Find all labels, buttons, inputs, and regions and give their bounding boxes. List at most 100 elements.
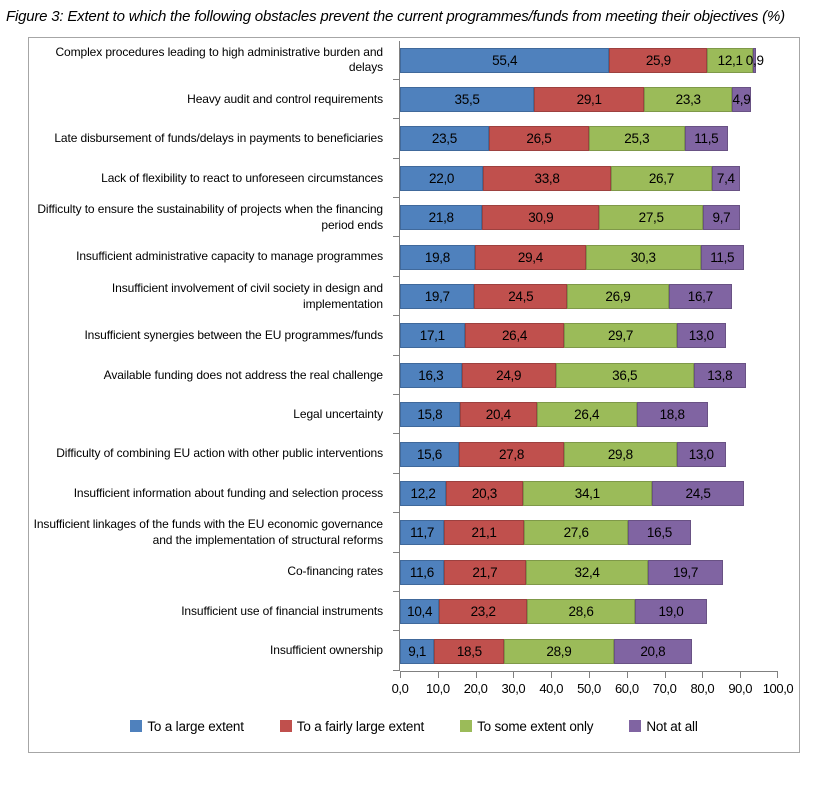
x-axis-line — [400, 670, 778, 679]
bar-segment: 25,3 — [588, 126, 685, 152]
bar-segment: 21,7 — [443, 559, 526, 585]
bar-value-label: 25,9 — [645, 52, 671, 68]
bar-segment: 26,4 — [536, 402, 637, 428]
bar-value-label: 27,5 — [638, 210, 664, 226]
x-axis-tick — [702, 671, 704, 678]
bar-segment: 13,8 — [693, 362, 746, 388]
bar-segment: 34,1 — [522, 480, 652, 506]
legend-item: To a large extent — [130, 719, 244, 734]
bar-segment: 12,1 — [707, 47, 754, 73]
bar-value-label: 21,8 — [428, 210, 454, 226]
bar-segment: 15,8 — [400, 402, 460, 428]
bar-value-label: 16,7 — [687, 289, 713, 305]
bar-segment: 22,0 — [400, 165, 484, 191]
category-label: Insufficient use of financial instrument… — [181, 603, 383, 618]
bar-segment: 29,1 — [534, 87, 645, 113]
bar-segment: 23,5 — [400, 126, 489, 152]
bar-row: Insufficient linkages of the funds with … — [29, 513, 799, 553]
bar-value-label: 20,3 — [471, 485, 497, 501]
bar-value-label: 11,5 — [710, 249, 735, 265]
bar-value-label: 27,6 — [563, 525, 589, 541]
bar-value-label: 15,8 — [417, 407, 443, 423]
x-tick-label: 90,0 — [728, 680, 753, 696]
legend-swatch-green — [460, 720, 473, 733]
bar-value-label: 28,6 — [568, 604, 594, 620]
bar-segment: 11,5 — [700, 244, 744, 270]
x-tick-label: 50,0 — [577, 680, 601, 696]
bar-segment: 11,6 — [400, 559, 444, 585]
x-axis-tick — [437, 671, 439, 678]
bar-value-label: 4,9 — [732, 92, 751, 108]
bar-value-label: 29,8 — [607, 446, 633, 462]
bar-value-label: 15,6 — [416, 446, 443, 462]
bar-track: 17,1 26,4 29,7 13,0 — [400, 323, 778, 349]
bar-segment: 24,5 — [651, 480, 745, 506]
bar-segment: 29,8 — [564, 441, 677, 467]
bar-segment: 29,7 — [564, 323, 677, 349]
bar-segment: 21,1 — [444, 520, 524, 546]
bar-row: Lack of flexibility to react to unforese… — [29, 159, 799, 199]
legend-label: To a fairly large extent — [296, 718, 425, 734]
bar-segment: 26,5 — [488, 126, 589, 152]
bar-value-label: 23,5 — [431, 131, 457, 147]
bar-segment: 28,9 — [504, 638, 614, 664]
bar-track: 21,8 30,9 27,5 9,7 — [400, 205, 778, 231]
bar-value-label: 27,8 — [498, 446, 525, 462]
bar-segment: 20,3 — [446, 480, 523, 506]
bar-segment: 19,7 — [400, 284, 475, 310]
x-axis-tick — [589, 671, 590, 678]
bar-value-label: 26,5 — [526, 131, 552, 147]
bar-segment: 4,9 — [732, 87, 751, 113]
x-tick-label: 20,0 — [463, 680, 488, 696]
bar-track: 10,4 23,2 28,6 19,0 — [400, 599, 778, 625]
category-label: Insufficient involvement of civil societ… — [111, 280, 383, 311]
x-axis-tick — [626, 671, 628, 678]
bar-segment: 19,7 — [648, 559, 723, 585]
x-tick-label: 70,0 — [652, 680, 677, 696]
bar-value-label: 32,4 — [574, 564, 600, 580]
bar-value-label: 13,8 — [707, 367, 733, 383]
bar-value-label: 55,4 — [492, 52, 518, 68]
x-axis-tick — [551, 671, 553, 678]
bar-track: 22,0 33,8 26,7 7,4 — [400, 165, 778, 191]
bar-segment: 23,2 — [439, 599, 527, 625]
bar-segment: 55,4 — [400, 47, 610, 73]
bar-value-label: 9,7 — [712, 210, 731, 226]
bar-segment: 16,7 — [668, 284, 732, 310]
legend-item: To a fairly large extent — [279, 718, 425, 734]
bar-row: Available funding does not address the r… — [29, 356, 799, 396]
bar-segment: 25,9 — [609, 47, 708, 73]
bar-segment: 35,5 — [400, 87, 535, 113]
x-tick-label: 80,0 — [690, 680, 715, 696]
bar-track: 19,8 29,4 30,3 11,5 — [400, 244, 778, 270]
x-axis-tick — [513, 671, 515, 678]
category-label: Insufficient linkages of the funds with … — [33, 517, 383, 547]
bar-value-label: 19,0 — [658, 604, 684, 620]
category-label: Insufficient administrative capacity to … — [76, 249, 383, 264]
bar-value-label: 24,5 — [508, 289, 534, 305]
bar-value-label: 23,2 — [470, 604, 496, 620]
bar-row: Insufficient ownership 9,1 18,5 28,9 20,… — [29, 631, 799, 672]
x-axis-tick — [400, 671, 401, 678]
x-tick-label: 60,0 — [614, 680, 639, 696]
bar-row: Difficulty to ensure the sustainability … — [29, 198, 799, 238]
bar-value-label: 19,7 — [424, 289, 450, 305]
bar-value-label: 20,8 — [640, 643, 666, 659]
bar-value-label: 11,6 — [409, 564, 434, 580]
bar-segment: 18,5 — [434, 638, 505, 664]
legend-swatch-red — [279, 720, 292, 733]
bar-value-label: 18,8 — [659, 407, 685, 423]
bar-value-label: 17,1 — [419, 328, 445, 344]
bar-segment: 20,4 — [459, 402, 537, 428]
x-tick-label: 30,0 — [501, 680, 526, 696]
bar-row: Co-financing rates 11,6 21,7 32,4 19,7 — [29, 553, 799, 593]
bar-value-label: 12,1 — [717, 52, 743, 68]
bar-track: 55,4 25,9 12,1 0,9 — [400, 47, 778, 73]
bar-value-label: 36,5 — [612, 367, 638, 383]
bar-value-label: 26,4 — [501, 328, 528, 344]
bar-segment: 16,3 — [400, 362, 462, 388]
bar-segment: 21,8 — [400, 205, 483, 231]
bar-segment: 26,7 — [610, 165, 712, 191]
bar-value-label: 24,5 — [685, 485, 711, 501]
bar-row: Heavy audit and control requirements 35,… — [29, 80, 799, 120]
